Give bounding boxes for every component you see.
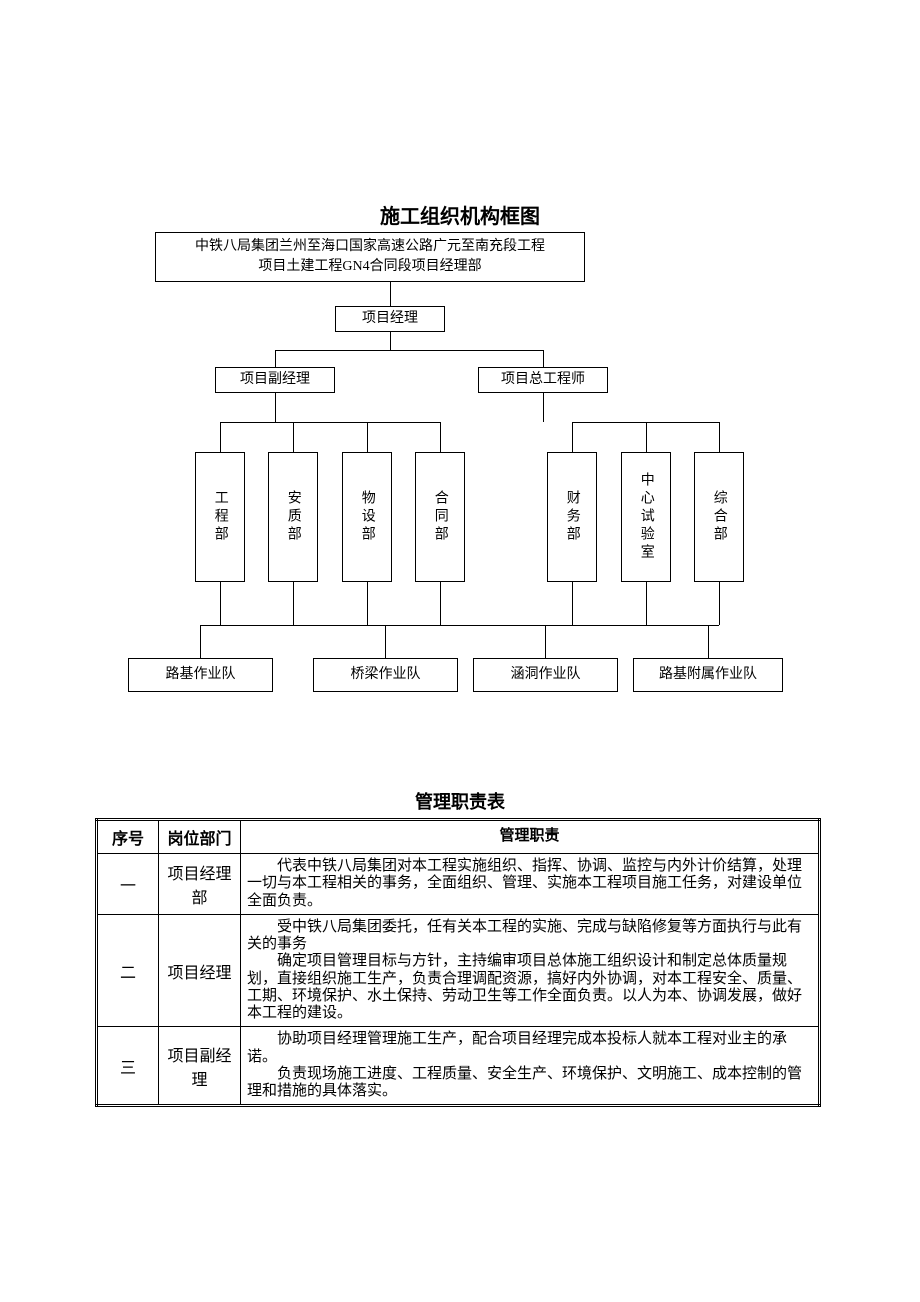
connector (367, 582, 368, 625)
node-team-1: 桥梁作业队 (313, 658, 458, 692)
col-header-idx: 序号 (97, 820, 159, 854)
node-pm: 项目经理 (335, 306, 445, 332)
node-dept-3: 合同部 (415, 452, 465, 582)
node-dept-2: 物设部 (342, 452, 392, 582)
connector (220, 582, 221, 625)
connector (440, 422, 441, 452)
node-dept-0: 工程部 (195, 452, 245, 582)
connector (719, 422, 720, 452)
node-team-0: 路基作业队 (128, 658, 273, 692)
connector (275, 350, 276, 367)
connector (275, 393, 276, 422)
duty-table: 序号 岗位部门 管理职责 一 项目经理部 代表中铁八局集团对本工程实施组织、指挥… (95, 818, 821, 1107)
connector (708, 625, 709, 658)
connector (646, 582, 647, 625)
table-row: 二 项目经理 受中铁八局集团委托，任有关本工程的实施、完成与缺陷修复等方面执行与… (97, 914, 820, 1027)
connector (275, 350, 543, 351)
node-dept-5: 中心试验室 (621, 452, 671, 582)
connector (719, 582, 720, 625)
table-row: 一 项目经理部 代表中铁八局集团对本工程实施组织、指挥、协调、监控与内外计价结算… (97, 854, 820, 915)
connector (367, 422, 368, 452)
node-dept-1: 安质部 (268, 452, 318, 582)
connector (572, 422, 573, 452)
org-chart-title: 施工组织机构框图 (0, 200, 920, 229)
connector (220, 422, 440, 423)
connector (385, 625, 386, 658)
node-team-2: 涵洞作业队 (473, 658, 618, 692)
connector (200, 625, 201, 658)
table-row: 三 项目副经理 协助项目经理管理施工生产，配合项目经理完成本投标人就本工程对业主… (97, 1027, 820, 1106)
node-team-3: 路基附属作业队 (633, 658, 783, 692)
connector (543, 393, 544, 422)
connector (572, 582, 573, 625)
connector (440, 582, 441, 625)
node-deputy: 项目副经理 (215, 367, 335, 393)
connector (390, 332, 391, 350)
connector (293, 582, 294, 625)
duty-table-title: 管理职责表 (0, 788, 920, 814)
node-dept-4: 财务部 (547, 452, 597, 582)
connector (545, 625, 546, 658)
table-header-row: 序号 岗位部门 管理职责 (97, 820, 820, 854)
node-root-line2: 项目土建工程GN4合同段项目经理部 (258, 257, 481, 277)
node-dept-6: 综合部 (694, 452, 744, 582)
connector (646, 422, 647, 452)
node-root-line1: 中铁八局集团兰州至海口国家高速公路广元至南充段工程 (195, 237, 545, 257)
connector (390, 282, 391, 306)
node-root: 中铁八局集团兰州至海口国家高速公路广元至南充段工程 项目土建工程GN4合同段项目… (155, 232, 585, 282)
connector (200, 625, 719, 626)
connector (220, 422, 221, 452)
connector (543, 350, 544, 367)
connector (293, 422, 294, 452)
node-chief-eng: 项目总工程师 (478, 367, 608, 393)
col-header-pos: 岗位部门 (159, 820, 241, 854)
col-header-duty: 管理职责 (241, 820, 820, 854)
